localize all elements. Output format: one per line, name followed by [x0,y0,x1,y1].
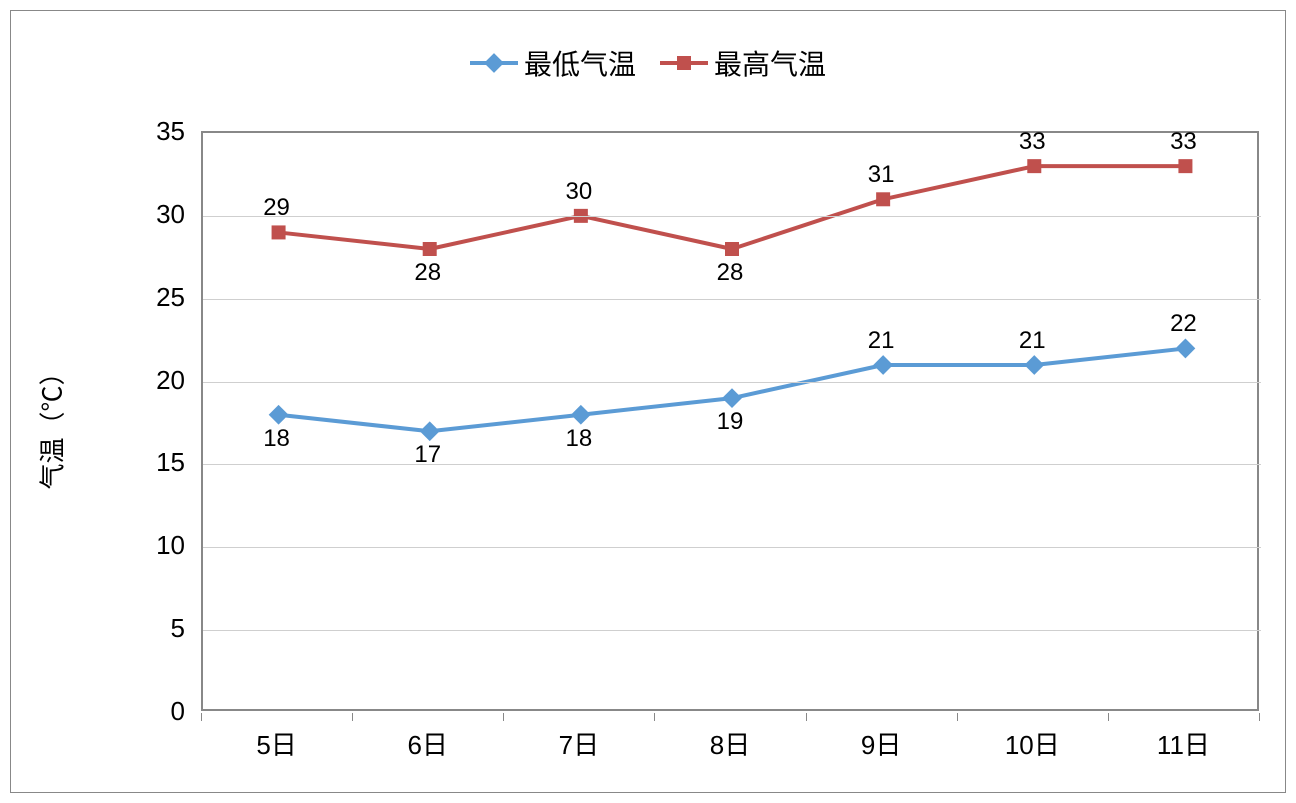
x-tick-label: 8日 [680,725,780,762]
square-icon [677,56,691,70]
data-label: 21 [851,327,911,355]
gridline [203,464,1261,465]
data-label: 28 [398,259,458,287]
x-tick-label: 10日 [982,725,1082,762]
x-tick-mark [201,713,202,721]
x-tick-mark [1259,713,1260,721]
data-label: 31 [851,161,911,189]
square-icon [272,225,286,239]
x-tick-label: 7日 [529,725,629,762]
square-icon [1178,159,1192,173]
y-tick-label: 30 [125,199,185,230]
x-tick-mark [957,713,958,721]
diamond-icon [1024,355,1044,375]
diamond-icon [722,388,742,408]
square-icon [1027,159,1041,173]
square-icon [423,242,437,256]
x-tick-mark [352,713,353,721]
legend-label: 最高气温 [714,43,826,83]
diamond-icon [269,405,289,425]
legend-label: 最低气温 [524,43,636,83]
data-label: 33 [1002,128,1062,156]
data-label: 18 [549,425,609,453]
chart-legend: 最低气温 最高气温 [11,43,1285,83]
square-icon [876,192,890,206]
y-tick-label: 20 [125,365,185,396]
legend-item: 最高气温 [660,43,826,83]
gridline [203,299,1261,300]
legend-item: 最低气温 [470,43,636,83]
data-label: 17 [398,441,458,469]
y-tick-label: 25 [125,282,185,313]
chart-outer-frame: 最低气温 最高气温 气温（℃） 0 5 10 15 20 25 30 35 5日 6日 7日 8日 9日 1… [10,10,1286,793]
data-label: 22 [1153,310,1213,338]
x-tick-label: 9日 [831,725,931,762]
y-tick-label: 0 [125,696,185,727]
gridline [203,547,1261,548]
data-label: 19 [700,408,760,436]
diamond-icon [873,355,893,375]
gridline [203,382,1261,383]
series-line [279,166,1186,249]
gridline [203,630,1261,631]
diamond-icon [484,53,504,73]
diamond-icon [420,421,440,441]
x-tick-label: 6日 [378,725,478,762]
x-tick-mark [1108,713,1109,721]
data-label: 33 [1153,128,1213,156]
diamond-icon [571,405,591,425]
gridline [203,216,1261,217]
x-tick-label: 5日 [227,725,327,762]
x-tick-mark [806,713,807,721]
data-label: 30 [549,178,609,206]
data-label: 21 [1002,327,1062,355]
y-axis-title: 气温（℃） [33,325,70,525]
x-tick-label: 11日 [1133,725,1233,762]
data-label: 28 [700,259,760,287]
y-tick-label: 5 [125,613,185,644]
x-tick-mark [503,713,504,721]
square-icon [725,242,739,256]
y-tick-label: 10 [125,530,185,561]
legend-line-sample [470,61,518,65]
data-label: 29 [247,194,307,222]
y-tick-label: 35 [125,116,185,147]
diamond-icon [1176,339,1196,359]
data-label: 18 [247,425,307,453]
legend-line-sample [660,61,708,65]
x-tick-mark [654,713,655,721]
y-tick-label: 15 [125,447,185,478]
